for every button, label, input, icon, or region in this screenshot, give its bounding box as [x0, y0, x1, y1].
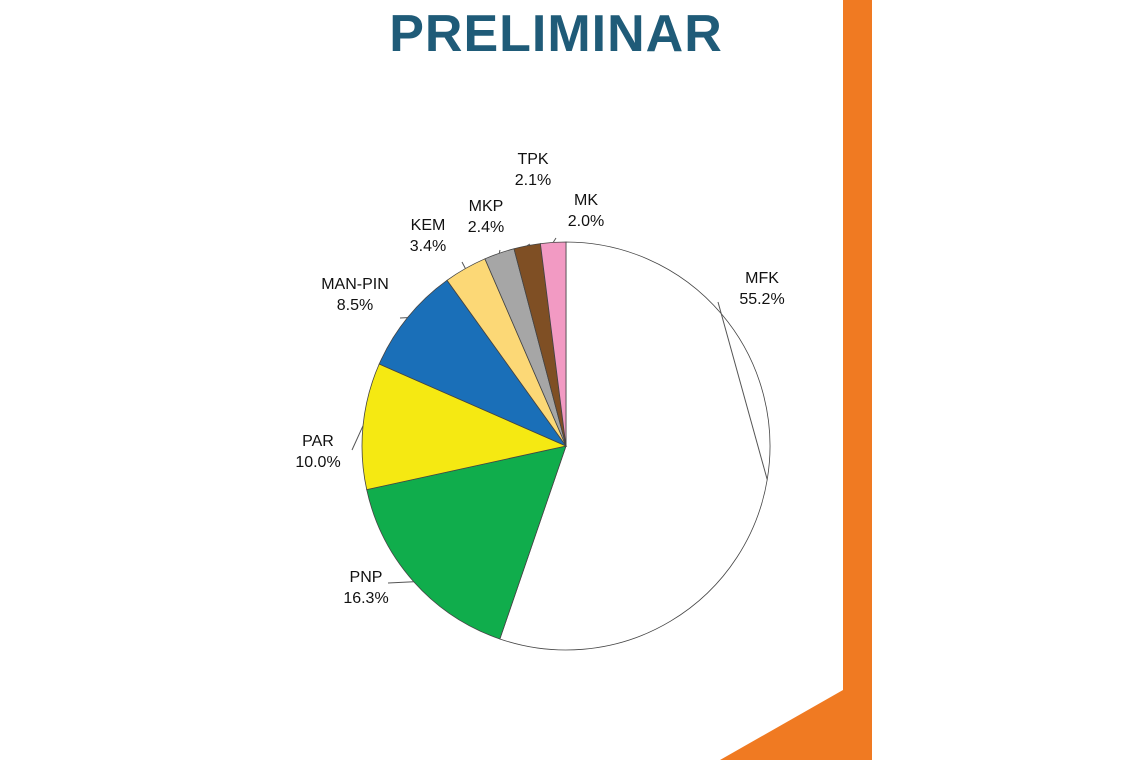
slice-name-pnp: PNP: [350, 569, 383, 586]
slice-percent-kem: 3.4%: [410, 238, 446, 255]
slice-percent-mfk: 55.2%: [739, 291, 784, 308]
slice-percent-par: 10.0%: [295, 454, 340, 471]
pie-slice-mk: [539, 241, 567, 447]
slice-name-man-pin: MAN-PIN: [321, 276, 389, 293]
leader-line-tpk: [526, 243, 531, 247]
pie-slice-pnp: [366, 445, 567, 640]
slice-name-mkp: MKP: [469, 198, 504, 215]
slice-percent-tpk: 2.1%: [515, 172, 551, 189]
leader-line-mkp: [498, 249, 501, 254]
slice-percent-pnp: 16.3%: [343, 590, 388, 607]
orange-accent-bar: [720, 0, 872, 760]
leader-line-kem: [461, 261, 466, 269]
slice-name-par: PAR: [302, 433, 334, 450]
leader-line-mfk: [717, 301, 768, 480]
slice-name-kem: KEM: [411, 217, 446, 234]
page-title: PRELIMINAR: [389, 5, 723, 63]
slice-percent-mkp: 2.4%: [468, 219, 504, 236]
leader-line-mk: [552, 237, 557, 243]
leader-lines: [351, 237, 768, 584]
slice-labels: MFK 55.2% PNP 16.3% PAR 10.0% MAN-PIN 8.5% KEM 3.…: [295, 151, 784, 607]
leader-line-pnp: [387, 581, 414, 584]
pie-slice-par: [361, 363, 568, 491]
pie-slices: [361, 241, 771, 651]
slice-percent-man-pin: 8.5%: [337, 297, 373, 314]
pie-slice-mfk: [499, 241, 771, 651]
slice-name-tpk: TPK: [517, 151, 548, 168]
slice-name-mk: MK: [574, 192, 598, 209]
leader-line-par: [351, 425, 364, 451]
slice-percent-mk: 2.0%: [568, 213, 604, 230]
slice-name-mfk: MFK: [745, 270, 779, 287]
